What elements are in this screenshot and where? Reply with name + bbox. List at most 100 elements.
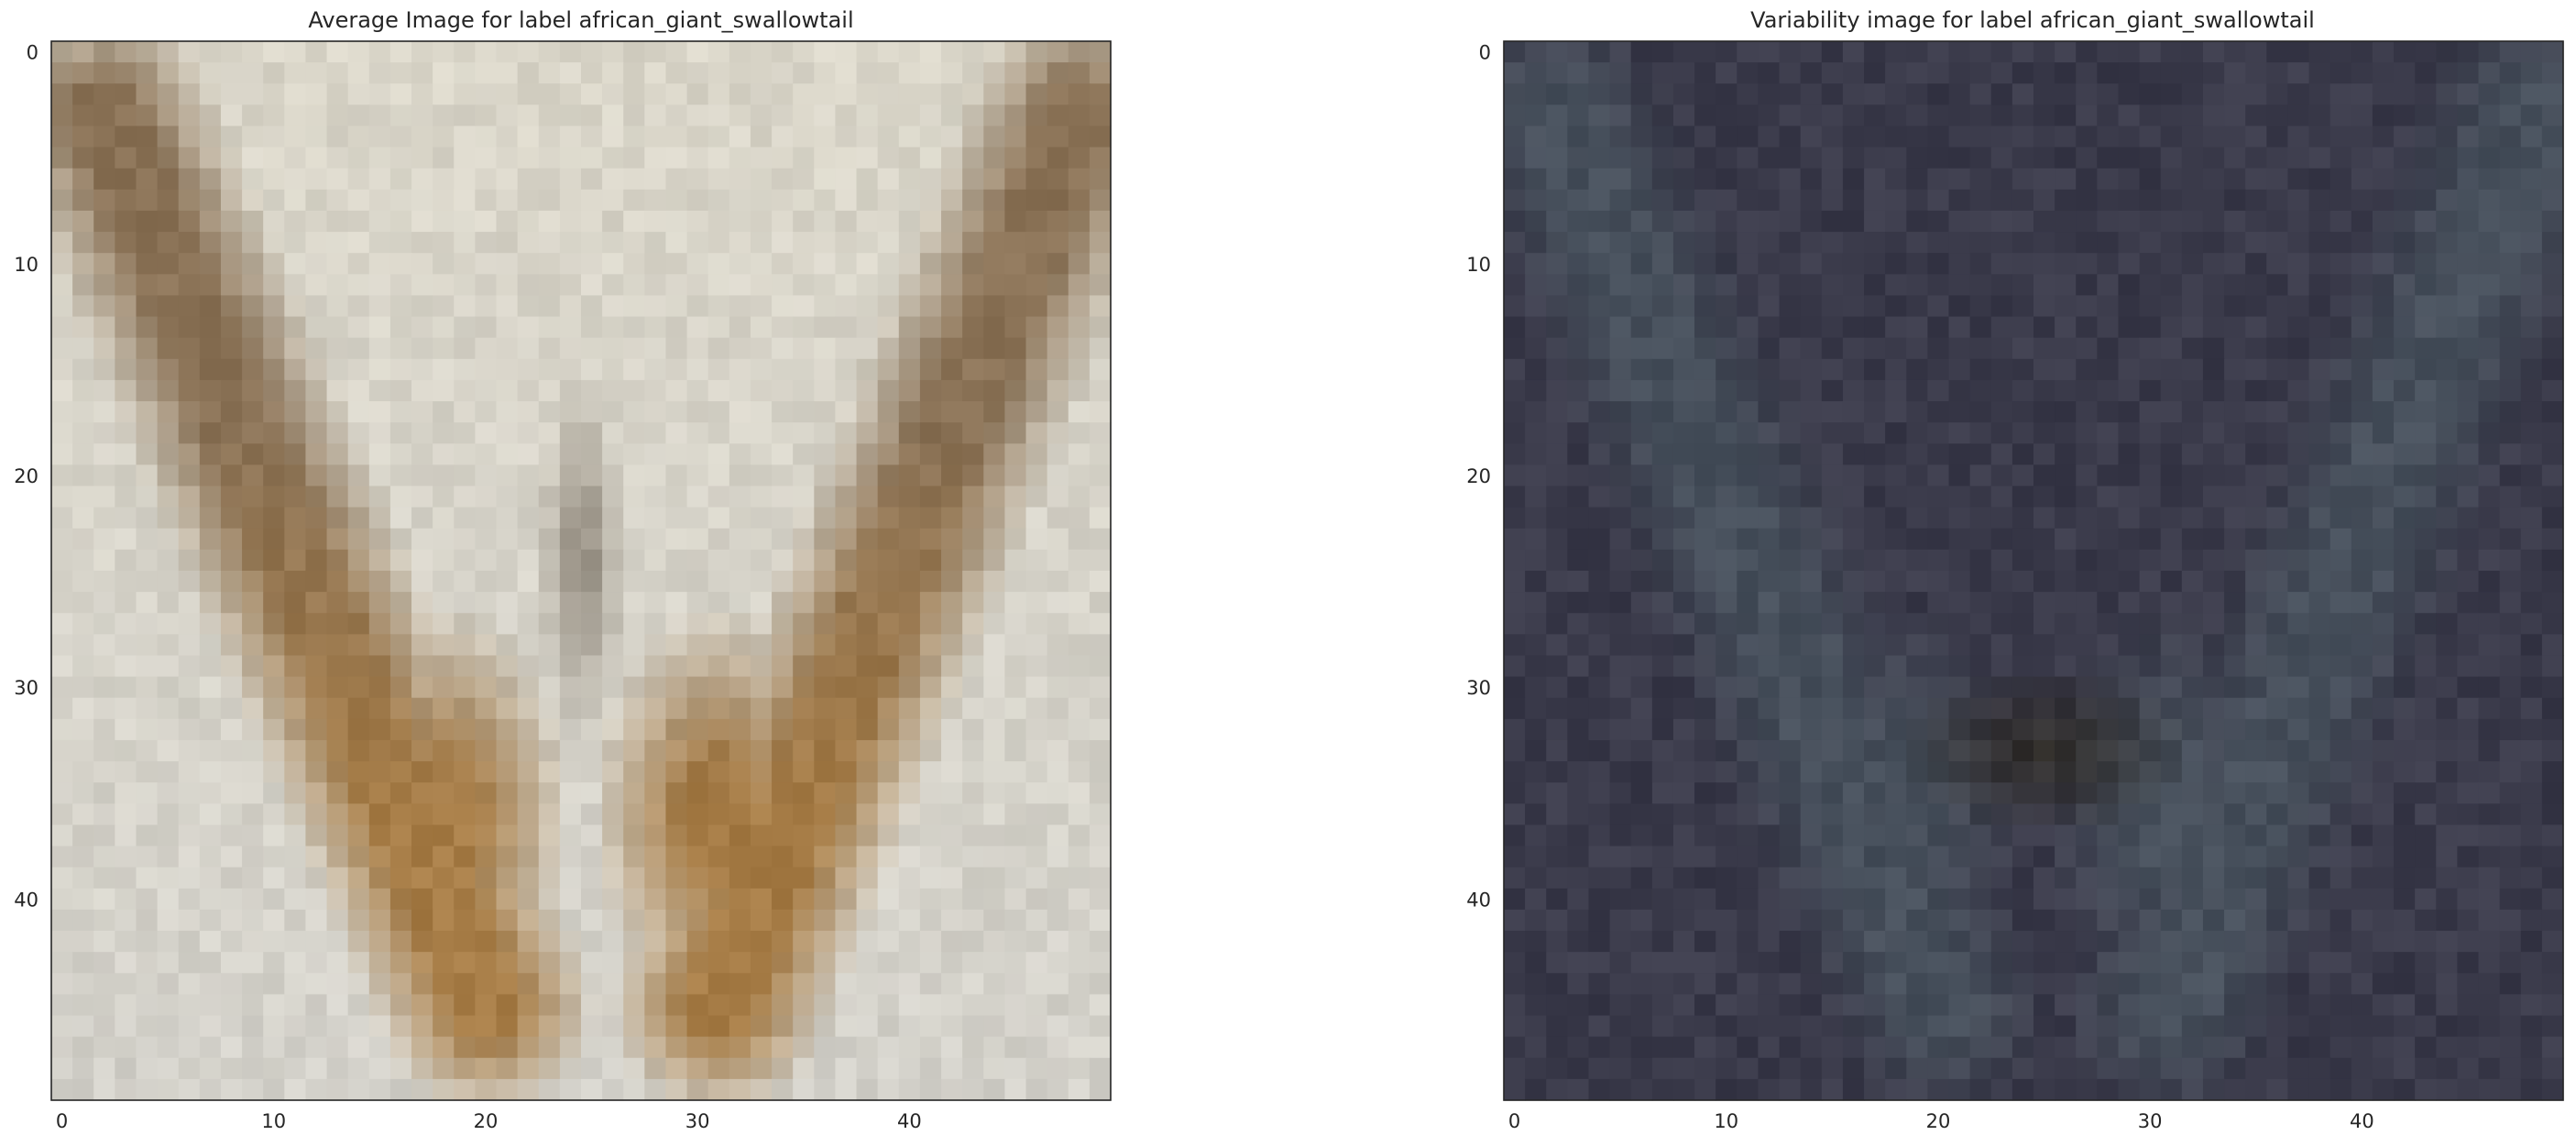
heatmap-cell [1525,337,1547,360]
heatmap-cell [1025,104,1048,127]
heatmap-cell [1737,634,1759,657]
heatmap-cell [856,676,879,699]
heatmap-cell [877,62,900,84]
heatmap-cell [1906,994,1928,1017]
heatmap-cell [242,210,264,233]
heatmap-cell [2287,697,2310,720]
heatmap-cell [2520,909,2543,932]
heatmap-cell [2478,613,2501,635]
heatmap-cell [2097,718,2120,741]
heatmap-cell [2329,803,2352,826]
heatmap-cell [877,592,900,614]
heatmap-cell [2011,888,2034,911]
heatmap-cell [602,613,624,635]
heatmap-cell [2520,126,2543,148]
heatmap-cell [433,379,455,402]
x-tick-label: 30 [685,1110,710,1132]
heatmap-cell [1567,739,1590,762]
heatmap-cell [411,422,433,444]
heatmap-cell [1927,358,1950,381]
heatmap-cell [2478,189,2501,212]
heatmap-cell [793,189,815,212]
heatmap-cell [1588,337,1611,360]
heatmap-cell [2097,147,2120,169]
heatmap-cell [1800,41,1823,63]
heatmap-cell [72,83,94,105]
heatmap-cell [1885,379,1907,402]
heatmap-cell [1609,232,1632,254]
heatmap-cell [136,909,159,932]
heatmap-cell [750,846,773,868]
heatmap-cell [2224,486,2246,508]
heatmap-cell [962,104,984,127]
heatmap-cell [1588,507,1611,529]
heatmap-cell [623,422,645,444]
heatmap-cell [157,41,180,63]
heatmap-cell [242,486,264,508]
heatmap-cell [1948,634,1971,657]
heatmap-cell [941,909,963,932]
heatmap-cell [1842,549,1865,572]
heatmap-cell [1716,295,1737,318]
heatmap-cell [835,528,858,551]
heatmap-cell [2118,824,2141,847]
heatmap-cell [1609,697,1632,720]
heatmap-cell [2351,1015,2373,1038]
heatmap-cell [1948,613,1971,635]
heatmap-cell [2308,613,2331,635]
heatmap-cell [1842,952,1865,974]
heatmap-cell [2245,274,2267,297]
heatmap-cell [1567,210,1590,233]
heatmap-cell [2160,337,2183,360]
heatmap-cell [835,168,858,191]
heatmap-cell [136,295,159,318]
heatmap-cell [707,274,730,297]
heatmap-cell [814,739,837,762]
heatmap-cell [2011,931,2034,953]
heatmap-cell [2139,1078,2162,1101]
heatmap-cell [2202,422,2225,444]
heatmap-cell [581,486,603,508]
heatmap-cell [242,888,264,911]
heatmap-cell [962,846,984,868]
heatmap-cell [2457,782,2480,804]
heatmap-cell [1025,232,1048,254]
heatmap-cell [1800,422,1823,444]
heatmap-cell [1567,973,1590,995]
heatmap-cell [2457,443,2480,465]
heatmap-cell [51,676,73,699]
heatmap-cell [496,718,519,741]
heatmap-cell [199,952,222,974]
heatmap-cell [1609,888,1632,911]
heatmap-cell [707,718,730,741]
heatmap-cell [157,62,180,84]
heatmap-cell [199,1057,222,1080]
heatmap-cell [220,718,243,741]
heatmap-cell [1948,168,1971,191]
heatmap-cell [2011,739,2034,762]
heatmap-cell [1800,274,1823,297]
heatmap-cell [1864,126,1886,148]
heatmap-cell [2436,104,2458,127]
heatmap-cell [2139,952,2162,974]
heatmap-cell [2139,697,2162,720]
heatmap-cell [1651,761,1674,783]
heatmap-cell [1842,232,1865,254]
heatmap-cell [326,655,349,678]
heatmap-cell [1737,507,1759,529]
heatmap-cell [2457,824,2480,847]
heatmap-cell [1864,549,1886,572]
heatmap-cell [1588,486,1611,508]
heatmap-cell [1864,295,1886,318]
heatmap-cell [1546,104,1568,127]
heatmap-cell [1927,655,1950,678]
heatmap-cell [263,1078,285,1101]
heatmap-cell [1885,83,1907,105]
heatmap-cell [644,782,667,804]
heatmap-cell [1990,1015,2013,1038]
heatmap-cell [454,232,476,254]
heatmap-cell [2266,295,2289,318]
heatmap-cell [178,232,201,254]
heatmap-cell [898,295,921,318]
heatmap-cell [178,528,201,551]
